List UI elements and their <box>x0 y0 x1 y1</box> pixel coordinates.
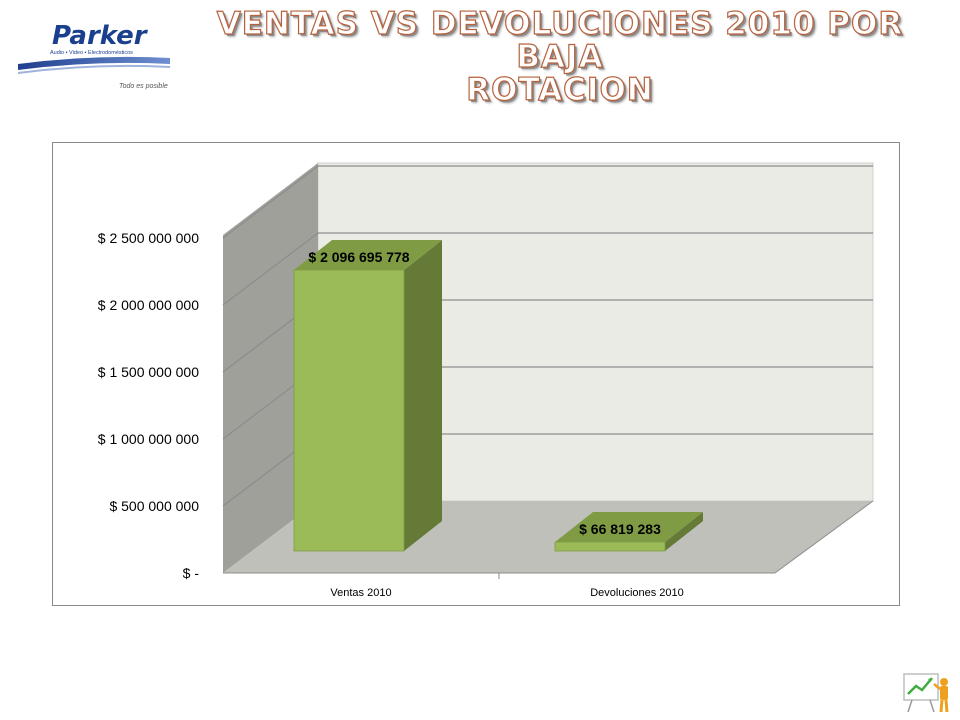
x-tick-label: Ventas 2010 <box>330 587 391 599</box>
chart-walls <box>223 162 874 574</box>
x-tick-label: Devoluciones 2010 <box>590 587 684 599</box>
data-label: $ 66 819 283 <box>579 521 661 537</box>
bar-top <box>294 240 442 271</box>
y-tick-label: $ 500 000 000 <box>109 498 199 514</box>
parker-logo: Parker Audio • Video • Electrodomésticos… <box>14 14 174 92</box>
bar-side <box>404 240 442 551</box>
logo-tagline: Audio • Video • Electrodomésticos <box>50 50 133 56</box>
data-labels: $ 2 096 695 778 $ 66 819 283 <box>308 249 661 537</box>
presenter-chart-icon <box>903 673 949 713</box>
y-axis-tick-labels: $ - $ 500 000 000 $ 1 000 000 000 $ 1 500 0… <box>98 230 200 581</box>
y-tick-label: $ 2 500 000 000 <box>98 230 199 246</box>
y-tick-label: $ 2 000 000 000 <box>98 297 199 313</box>
bar-devoluciones-2010 <box>554 541 666 552</box>
floor-edge-right <box>774 500 874 574</box>
logo-brand: Parker <box>52 21 149 51</box>
chart-frame: $ - $ 500 000 000 $ 1 000 000 000 $ 1 500 0… <box>52 142 900 606</box>
bar-ventas-2010 <box>293 269 405 552</box>
gridline-side <box>222 232 319 306</box>
x-axis-tick-labels: Ventas 2010 Devoluciones 2010 <box>330 573 684 599</box>
data-label: $ 2 096 695 778 <box>308 249 409 265</box>
chart-bars <box>293 240 703 552</box>
logo-slogan: Todo es posible <box>119 83 168 90</box>
slide-title: VENTAS VS DEVOLUCIONES 2010 POR BAJA ROT… <box>190 6 930 108</box>
y-tick-label: $ - <box>183 565 200 581</box>
bar-side <box>665 512 703 551</box>
gridline-side <box>222 165 319 239</box>
slide-title-line1: VENTAS VS DEVOLUCIONES 2010 POR BAJA <box>216 6 904 75</box>
y-tick-label: $ 1 000 000 000 <box>98 431 199 447</box>
bar-top <box>555 512 703 543</box>
slide-title-line2: ROTACION <box>466 72 654 108</box>
y-tick-label: $ 1 500 000 000 <box>98 364 199 380</box>
bar-chart: $ - $ 500 000 000 $ 1 000 000 000 $ 1 500 0… <box>98 162 874 599</box>
